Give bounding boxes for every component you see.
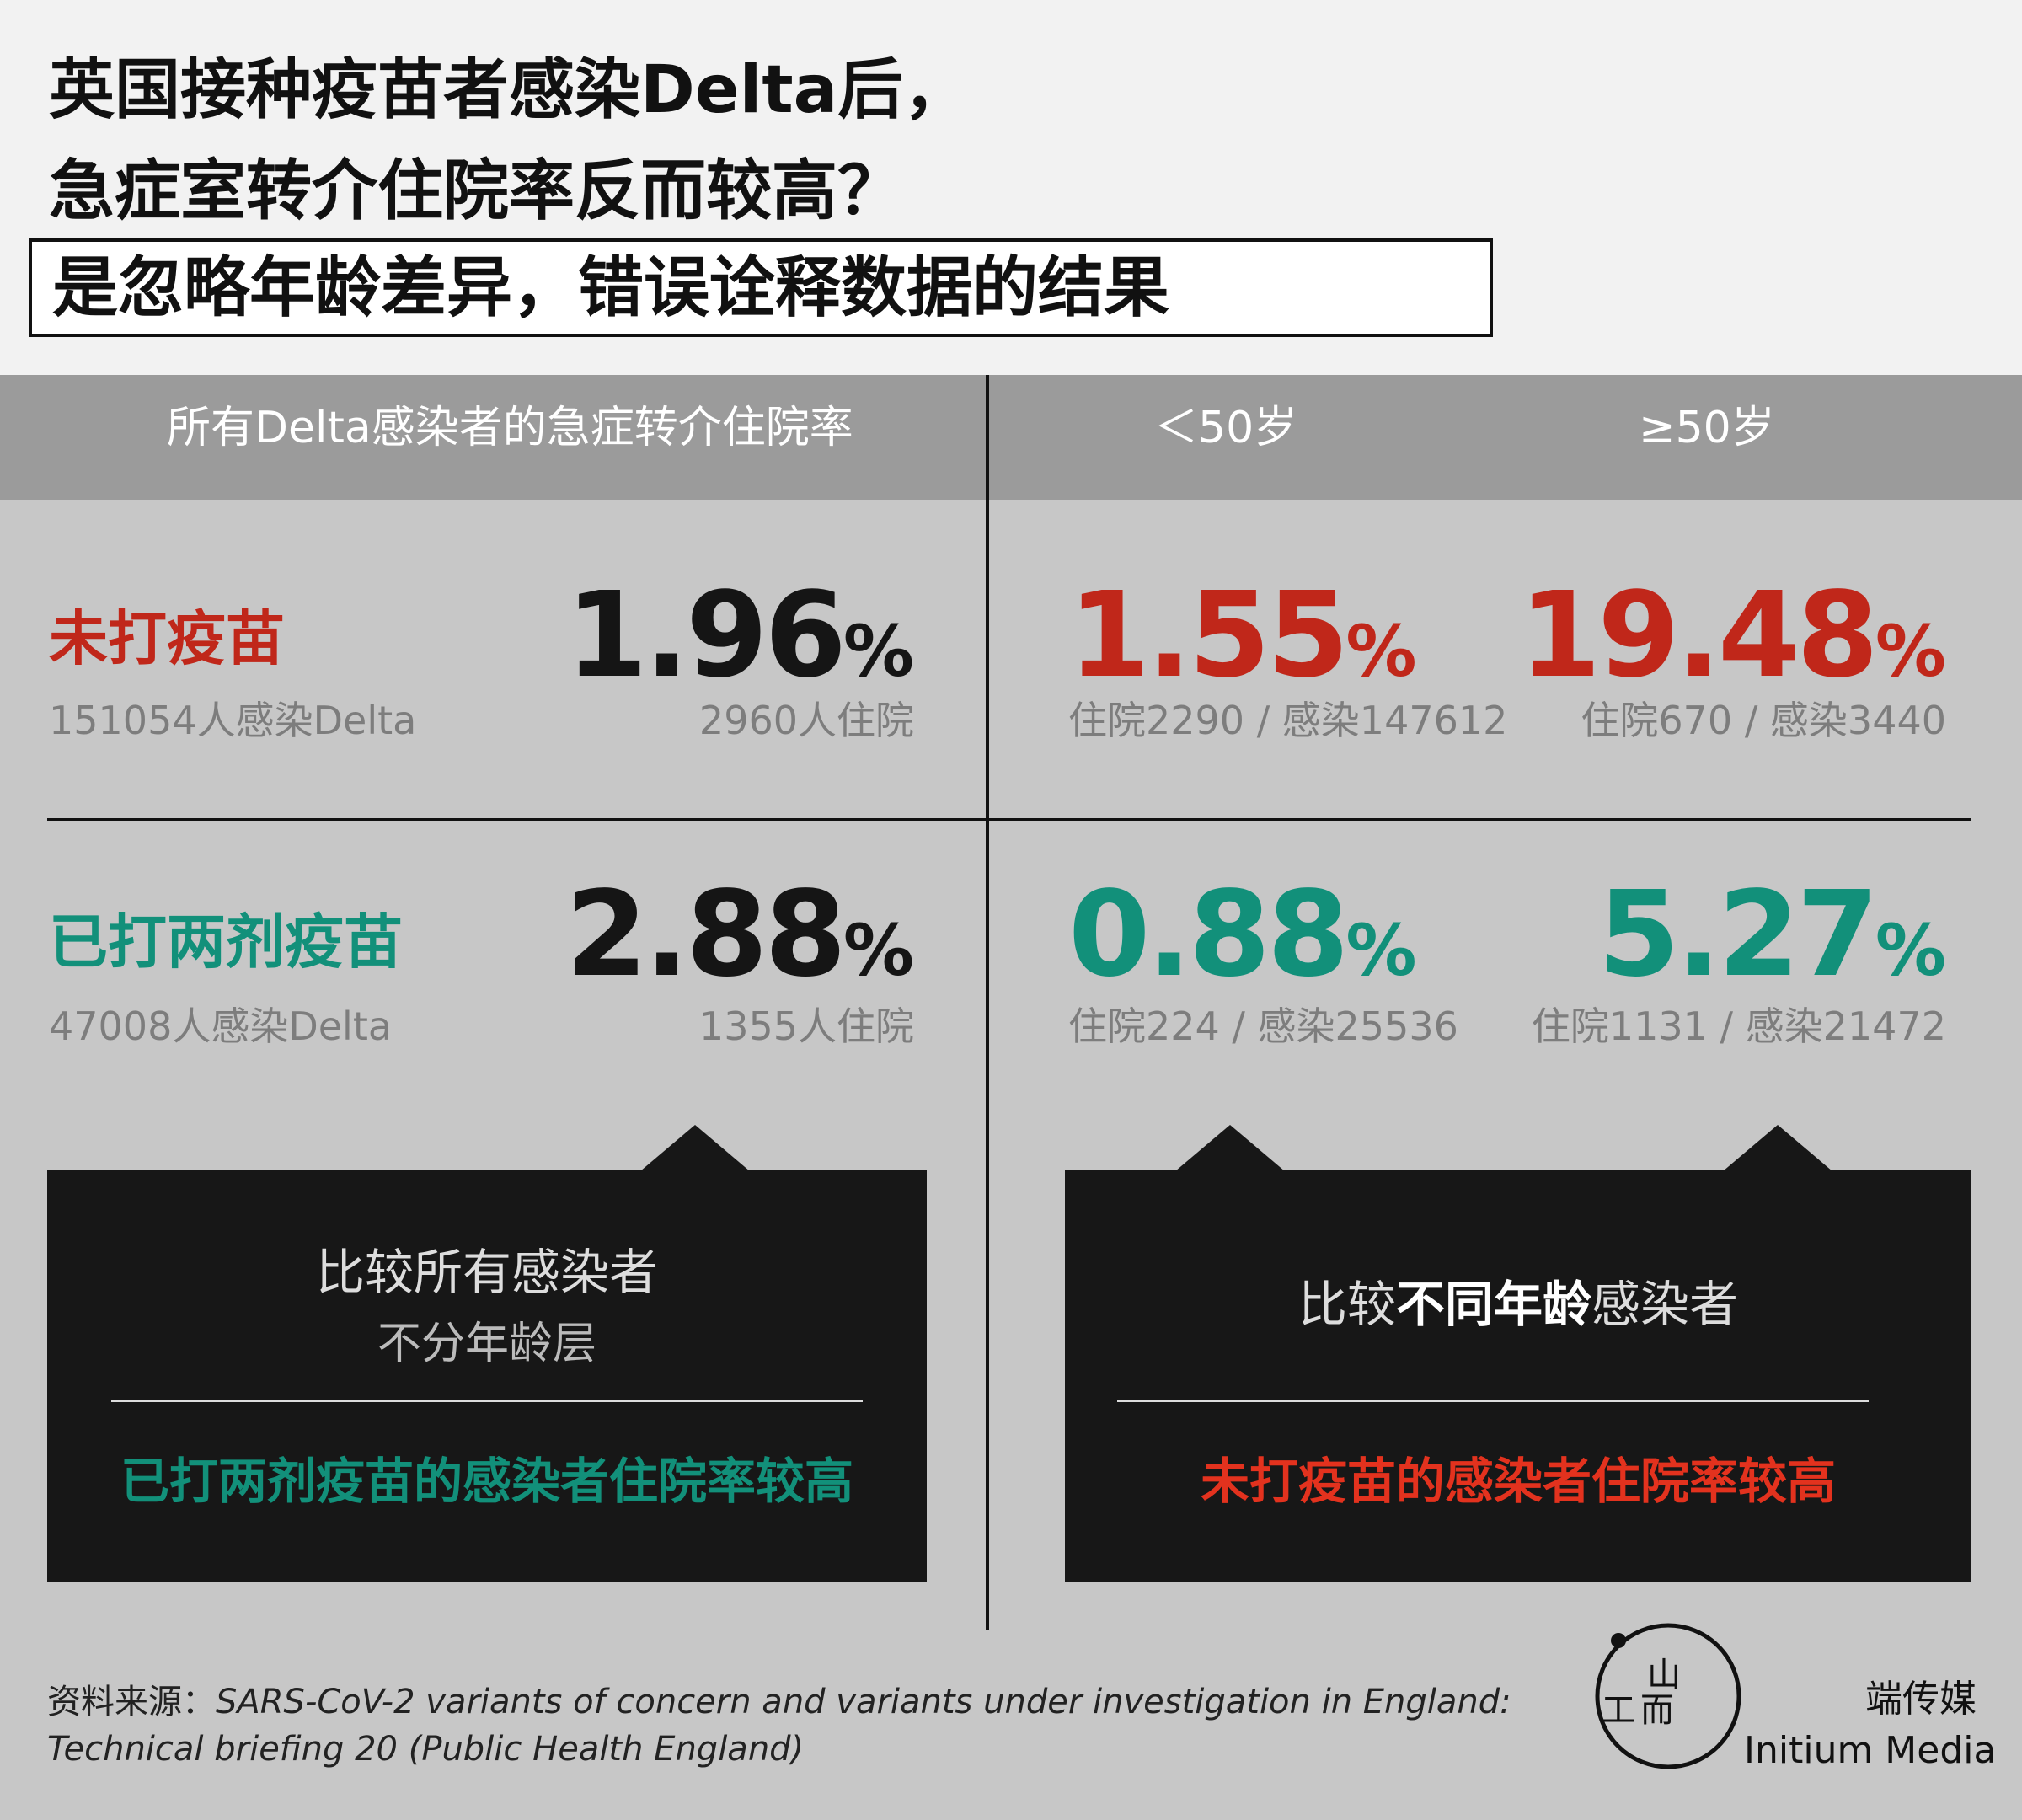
source-label: 资料来源： — [47, 1683, 216, 1721]
subtitle-box: 是忽略年龄差异，错误诠释数据的结果 — [29, 238, 1493, 337]
rate-unit: % — [1345, 610, 1417, 693]
pointer-right-over50 — [1723, 1125, 1832, 1171]
rate-value: 5.27 — [1597, 866, 1878, 1004]
logo-glyph-shan: 山 — [1647, 1656, 1681, 1694]
callout-left-line1: 比较所有感染者 — [315, 1244, 658, 1301]
vaccinated-under50-rate: 0.88% — [1068, 876, 1417, 994]
pointer-right-under50 — [1175, 1125, 1285, 1171]
callout-left-line2: 不分年龄层 — [377, 1319, 596, 1369]
rate-value: 0.88 — [1068, 866, 1349, 1004]
callout-right-pre: 比较 — [1297, 1276, 1396, 1333]
logo-glyph-er: 而 — [1640, 1691, 1674, 1730]
unvaccinated-infected-note: 151054人感染Delta — [49, 698, 417, 743]
source-text-1: SARS-CoV-2 variants of concern and varia… — [216, 1683, 1511, 1721]
rate-unit: % — [842, 909, 914, 992]
row-divider-left — [47, 818, 986, 821]
row-label-unvaccinated: 未打疫苗 — [49, 604, 285, 673]
vaccinated-over50-rate: 5.27% — [1597, 876, 1946, 994]
rate-unit: % — [1875, 909, 1946, 992]
header-under50: ＜50岁 — [1154, 403, 1298, 453]
rate-value: 1.96 — [565, 567, 846, 704]
unvaccinated-under50-note: 住院2290 / 感染147612 — [1068, 698, 1508, 743]
rate-value: 19.48 — [1518, 567, 1879, 704]
logo-glyph-gong: 工 — [1602, 1691, 1635, 1730]
rate-unit: % — [1345, 909, 1417, 992]
header-bar — [0, 375, 2022, 500]
title-line-2: 急症室转介住院率反而较高？ — [49, 153, 904, 229]
brand-name-en: Initium Media — [1744, 1729, 1997, 1772]
title-line-1: 英国接种疫苗者感染Delta后， — [49, 52, 970, 128]
callout-left-divider — [111, 1400, 863, 1402]
rate-value: 2.88 — [565, 866, 846, 1004]
unvaccinated-all-rate: 1.96% — [565, 577, 914, 695]
callout-right-line1: 比较不同年龄感染者 — [1065, 1280, 1971, 1329]
unvaccinated-over50-note: 住院670 / 感染3440 — [1581, 698, 1946, 743]
vaccinated-infected-note: 47008人感染Delta — [49, 1004, 393, 1049]
header-all: 所有Delta感染者的急症转介住院率 — [167, 403, 853, 453]
source-line-1: 资料来源：SARS-CoV-2 variants of concern and … — [47, 1685, 1511, 1719]
callout-right: 比较不同年龄感染者 未打疫苗的感染者住院率较高 — [1065, 1170, 1971, 1582]
vertical-divider — [986, 375, 989, 1630]
header-over50: ≥50岁 — [1639, 403, 1775, 453]
callout-right-post: 感染者 — [1591, 1276, 1739, 1333]
callout-pointers — [640, 1125, 1832, 1171]
vaccinated-over50-note: 住院1131 / 感染21472 — [1531, 1004, 1946, 1049]
unvaccinated-under50-rate: 1.55% — [1068, 577, 1417, 695]
subtitle: 是忽略年龄差异，错误诠释数据的结果 — [52, 250, 1170, 326]
callout-right-divider — [1117, 1400, 1869, 1402]
callout-right-conclusion: 未打疫苗的感染者住院率较高 — [1200, 1453, 1836, 1510]
initium-logo-icon: 山 工 而 — [1595, 1623, 1741, 1769]
brand-name-zh: 端传媒 — [1865, 1678, 1977, 1721]
pointer-left — [640, 1125, 750, 1171]
vaccinated-under50-note: 住院224 / 感染25536 — [1068, 1004, 1458, 1049]
callout-left: 比较所有感染者 不分年龄层 已打两剂疫苗的感染者住院率较高 — [47, 1170, 927, 1582]
row-label-vaccinated: 已打两剂疫苗 — [49, 907, 403, 977]
vaccinated-hosp-note: 1355人住院 — [698, 1004, 914, 1049]
callout-left-conclusion: 已打两剂疫苗的感染者住院率较高 — [120, 1453, 853, 1510]
row-divider-right — [989, 818, 1971, 821]
callout-right-emphasis: 不同年龄 — [1395, 1276, 1591, 1333]
vaccinated-all-rate: 2.88% — [565, 876, 914, 994]
rate-unit: % — [842, 610, 914, 693]
rate-unit: % — [1875, 610, 1946, 693]
unvaccinated-over50-rate: 19.48% — [1519, 577, 1946, 695]
source-text-2: Technical briefing 20 (Public Health Eng… — [47, 1730, 805, 1769]
unvaccinated-hosp-note: 2960人住院 — [698, 698, 914, 743]
rate-value: 1.55 — [1068, 567, 1349, 704]
